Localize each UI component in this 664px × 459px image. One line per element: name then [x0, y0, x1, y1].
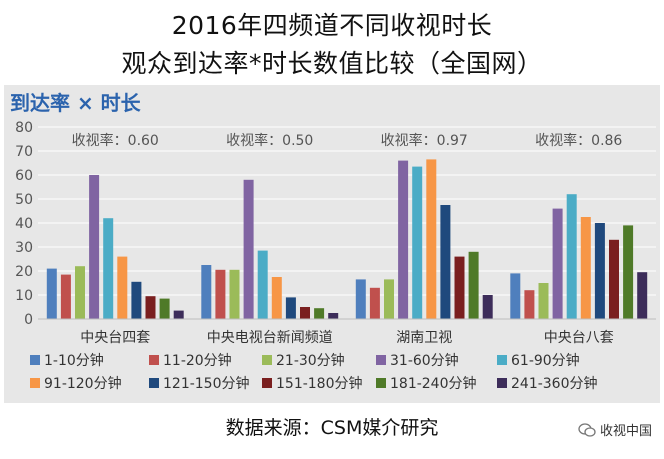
- chart-panel: 到达率 × 时长 0 10 20 30 40 50 60 70 80 收视率：0.60 中央台四套 收视…: [4, 85, 660, 403]
- bar: [60, 274, 71, 319]
- bar: [46, 268, 57, 319]
- legend-swatch: [30, 378, 40, 388]
- bar: [580, 217, 591, 319]
- bar: [482, 295, 493, 319]
- audience-rating-annotation: 收视率：0.97: [381, 132, 468, 149]
- bar: [426, 159, 437, 319]
- bar: [384, 279, 394, 319]
- legend-label: 11-20分钟: [163, 352, 232, 369]
- bar: [173, 310, 184, 319]
- bar: [552, 208, 563, 319]
- bar: [637, 272, 648, 319]
- bar: [271, 277, 282, 319]
- legend-swatch: [149, 355, 159, 365]
- legend-label: 31-60分钟: [390, 352, 459, 369]
- wechat-icon: [578, 422, 596, 437]
- bar: [468, 251, 479, 319]
- legend-swatch: [497, 355, 507, 365]
- bar: [215, 269, 226, 319]
- legend-swatch: [376, 355, 386, 365]
- y-tick-label: 10: [15, 288, 33, 304]
- legend-swatch: [149, 378, 159, 388]
- bar: [538, 283, 549, 319]
- bar: [201, 265, 212, 319]
- bar: [412, 166, 423, 319]
- bar: [623, 225, 634, 319]
- y-tick-label: 40: [15, 216, 33, 232]
- legend-label: 61-90分钟: [511, 352, 580, 369]
- y-tick-label: 30: [15, 240, 33, 256]
- y-tick-label: 80: [15, 120, 33, 136]
- watermark-text: 收视中国: [599, 424, 652, 439]
- chart-inner-title: 到达率 × 时长: [10, 91, 142, 115]
- bar-chart: 到达率 × 时长 0 10 20 30 40 50 60 70 80 收视率：0.60 中央台四套 收视…: [10, 91, 656, 392]
- bar: [131, 281, 142, 319]
- audience-rating-annotation: 收视率：0.86: [535, 132, 622, 149]
- bar: [300, 307, 310, 319]
- legend-label: 21-30分钟: [276, 352, 345, 369]
- x-category-label: 中央台四套: [80, 330, 150, 346]
- bar: [285, 297, 296, 319]
- bar: [75, 266, 85, 319]
- data-source-note: 数据来源：CSM媒介研究: [225, 417, 439, 439]
- bar: [257, 250, 268, 319]
- bar: [229, 269, 240, 319]
- bar: [510, 273, 521, 319]
- legend-label: 121-150分钟: [163, 375, 250, 392]
- audience-rating-annotation: 收视率：0.50: [226, 132, 313, 149]
- legend-swatch: [376, 378, 386, 388]
- y-tick-label: 60: [15, 168, 33, 184]
- x-category-label: 中央电视台新闻频道: [207, 330, 333, 346]
- bar: [369, 287, 380, 319]
- bar: [314, 308, 325, 319]
- bar: [524, 290, 535, 319]
- bar: [103, 218, 114, 319]
- bar: [89, 175, 100, 319]
- bar: [609, 239, 619, 319]
- chart-title-line2: 观众到达率*时长数值比较（全国网）: [121, 49, 543, 78]
- x-category-label: 湖南卫视: [396, 330, 452, 346]
- legend-label: 151-180分钟: [276, 375, 363, 392]
- legend-label: 1-10分钟: [44, 352, 104, 369]
- watermark: 收视中国: [578, 420, 652, 439]
- bar: [117, 256, 128, 319]
- bar: [243, 179, 254, 319]
- y-tick-label: 50: [15, 192, 33, 208]
- bar: [594, 223, 605, 319]
- legend-swatch: [262, 355, 272, 365]
- bar: [328, 313, 339, 319]
- chart-title-line1: 2016年四频道不同收视时长: [171, 11, 493, 40]
- legend-label: 181-240分钟: [390, 375, 477, 392]
- bar: [440, 205, 451, 319]
- bar: [145, 296, 156, 319]
- bar: [454, 256, 465, 319]
- y-tick-label: 20: [15, 264, 33, 280]
- y-tick-label: 0: [24, 312, 33, 328]
- legend-swatch: [30, 355, 40, 365]
- legend-label: 91-120分钟: [44, 375, 122, 392]
- legend-swatch: [262, 378, 272, 388]
- bar: [398, 160, 409, 319]
- audience-rating-annotation: 收视率：0.60: [72, 132, 159, 149]
- x-category-label: 中央台八套: [544, 330, 614, 346]
- bar: [566, 194, 577, 319]
- legend-swatch: [497, 378, 507, 388]
- bar: [159, 298, 170, 319]
- legend-label: 241-360分钟: [511, 375, 598, 392]
- bar: [355, 279, 366, 319]
- y-tick-label: 70: [15, 144, 33, 160]
